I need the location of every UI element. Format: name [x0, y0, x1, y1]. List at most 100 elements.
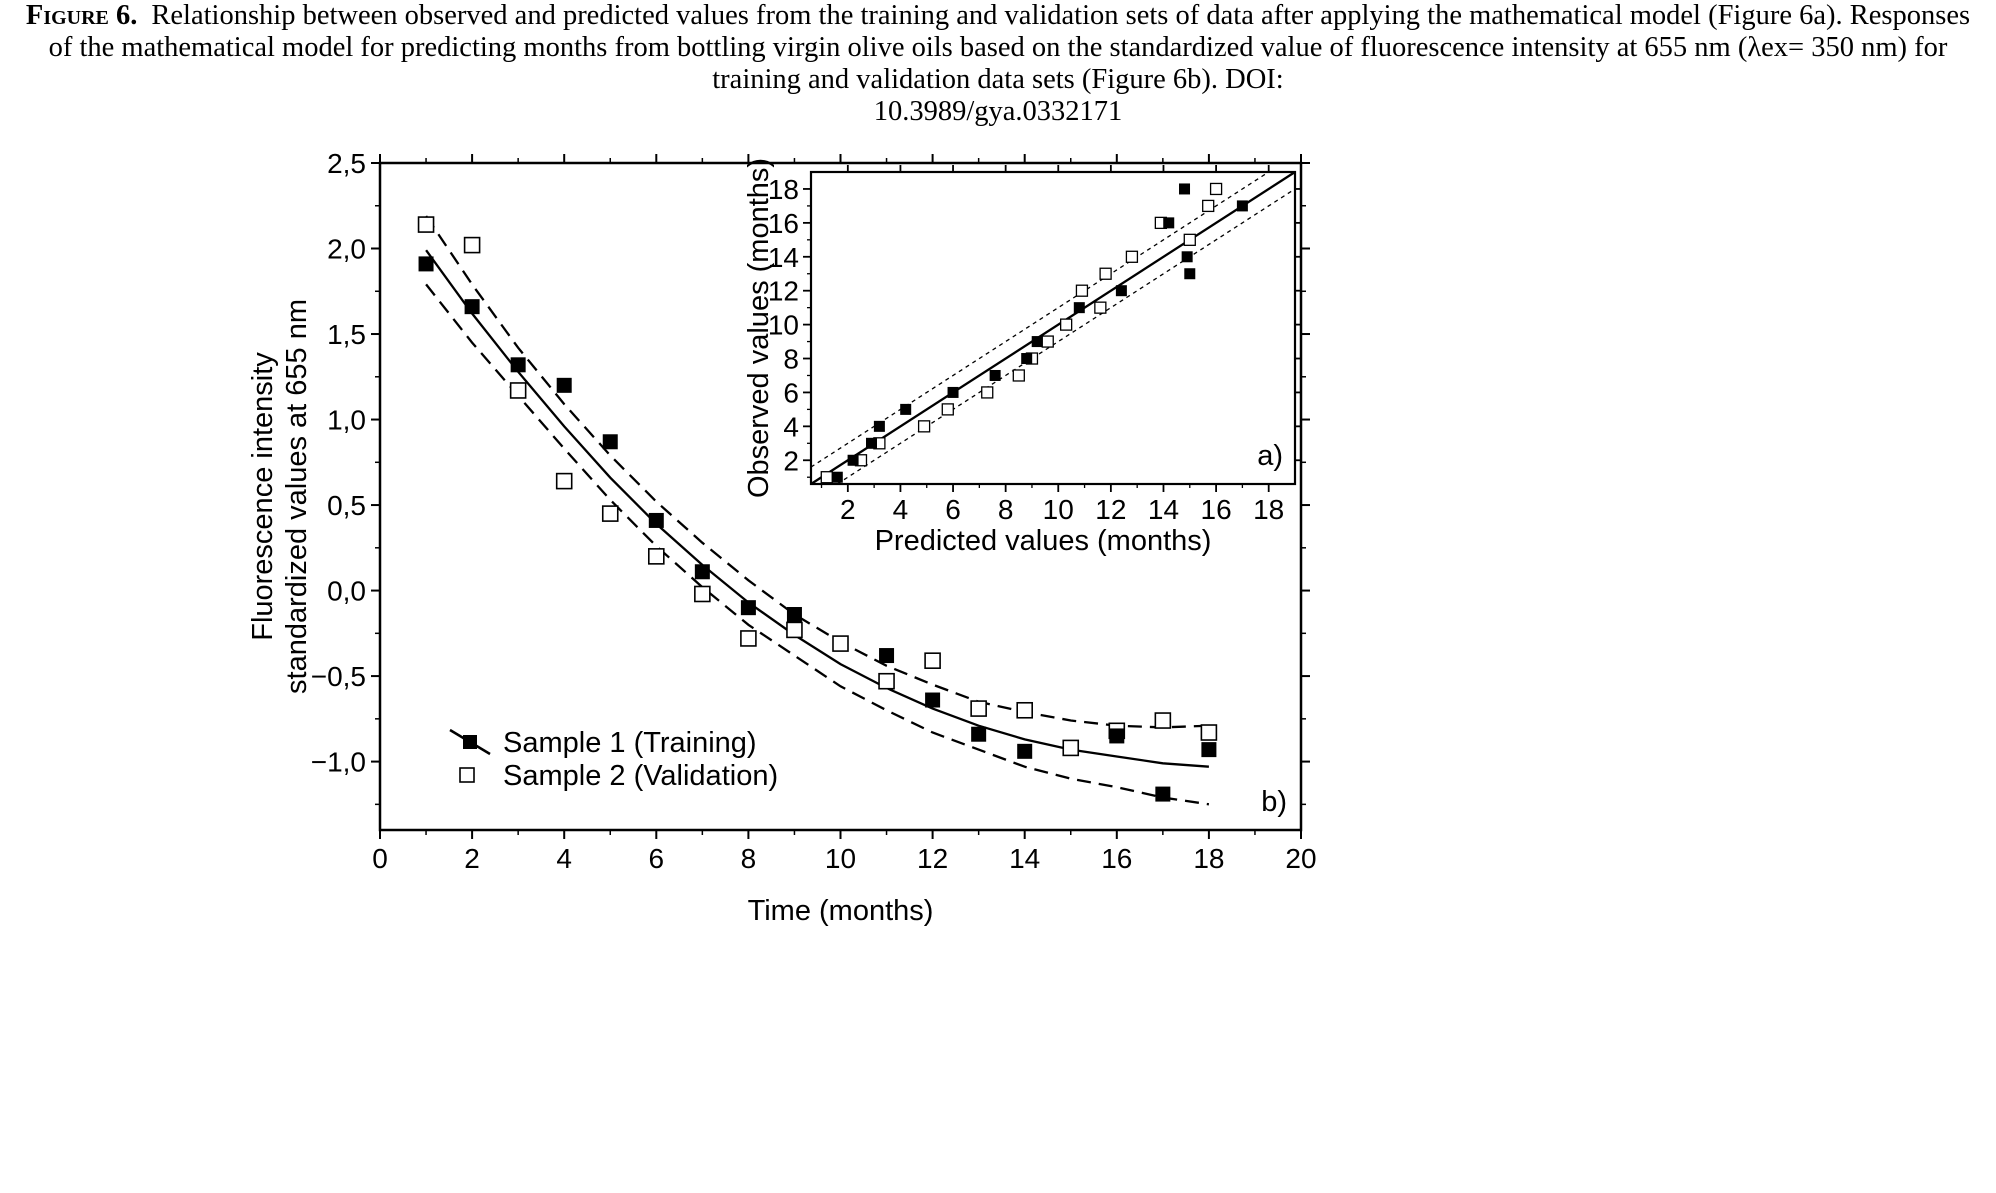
x-tick-label: 12	[917, 843, 948, 874]
x-tick-label: 16	[1101, 843, 1132, 874]
point-training	[1115, 285, 1127, 297]
point-training	[602, 434, 618, 450]
point-training	[989, 369, 1001, 381]
x-axis-label-b: Time (months)	[748, 895, 934, 927]
point-training	[418, 256, 434, 272]
point-validation	[970, 700, 987, 717]
fit-lines-a	[810, 171, 1296, 485]
point-training	[648, 512, 664, 528]
point-validation	[878, 672, 895, 690]
x-tick-label: 18	[1193, 843, 1224, 874]
point-validation	[601, 505, 619, 522]
point-training	[1184, 268, 1196, 280]
x-tick-label: 0	[372, 843, 388, 874]
point-training	[1163, 217, 1175, 229]
point-training	[873, 420, 885, 432]
point-validation	[981, 386, 994, 399]
x-tick-label: 20	[1285, 843, 1316, 874]
x-tick-label: 8	[998, 494, 1014, 525]
figure-caption: Figure 6. Relationship between observed a…	[20, 0, 1976, 128]
x-tick-label: 2	[464, 843, 480, 874]
point-validation	[740, 630, 757, 647]
point-validation	[1209, 182, 1223, 196]
legend-marker-validation	[459, 767, 475, 783]
point-validation	[1016, 701, 1034, 719]
point-training	[1031, 336, 1043, 348]
confidence-upper	[810, 171, 1270, 468]
chart-b: 0 2 4 6 8 10 12 14 16 18 20−1,0−0,50,00,51,01,52,0…	[247, 148, 1317, 927]
x-tick-label: 18	[1253, 494, 1284, 525]
data-points-b	[417, 216, 1218, 802]
point-validation	[694, 585, 711, 603]
point-training	[900, 403, 912, 415]
y-tick-label: 4	[783, 411, 799, 442]
point-validation	[1062, 739, 1080, 757]
point-validation	[417, 216, 435, 233]
point-validation	[1012, 369, 1025, 382]
point-training	[831, 471, 843, 483]
point-validation	[555, 472, 573, 490]
point-training	[1021, 353, 1033, 365]
point-validation	[1099, 267, 1112, 280]
y-tick-label: 1,5	[327, 319, 366, 350]
point-validation	[1202, 199, 1215, 213]
point-validation	[917, 420, 931, 433]
x-tick-label: 8	[741, 843, 757, 874]
point-validation	[1183, 233, 1196, 246]
figure-label: Figure 6.	[25, 0, 138, 31]
y-tick-label: 8	[783, 344, 799, 375]
point-training	[1236, 200, 1248, 212]
caption-text: Relationship between observed and predic…	[48, 0, 1971, 95]
point-validation	[1125, 250, 1139, 263]
point-training	[786, 607, 802, 623]
point-validation	[924, 652, 941, 669]
x-tick-label: 14	[1009, 843, 1040, 874]
y-axis-label-b-line2: standardized values at 655 nm	[281, 299, 313, 694]
point-training	[740, 600, 756, 616]
x-axis-label-a: Predicted values (months)	[875, 525, 1212, 557]
point-training	[556, 377, 572, 393]
fit-line	[810, 171, 1296, 485]
x-tick-label: 6	[945, 494, 961, 525]
point-validation	[832, 635, 849, 652]
legend-label-validation: Sample 2 (Validation)	[503, 760, 778, 792]
x-tick-label: 2	[840, 494, 856, 525]
panel-label-a: a)	[1257, 440, 1283, 472]
point-validation	[941, 403, 954, 416]
y-tick-label: 0,5	[327, 490, 366, 521]
point-training	[971, 726, 987, 742]
y-tick-label: 2	[783, 445, 799, 476]
x-tick-label: 4	[556, 843, 572, 874]
point-validation	[1154, 712, 1172, 729]
data-points-a	[820, 182, 1248, 484]
point-training	[1201, 742, 1217, 758]
x-tick-label: 4	[893, 494, 909, 525]
x-tick-label: 6	[649, 843, 665, 874]
y-tick-label: 0,0	[327, 576, 366, 607]
point-training	[847, 454, 859, 466]
point-training	[1109, 728, 1125, 744]
point-training	[510, 357, 526, 373]
point-training	[947, 386, 959, 398]
y-tick-label: 2,0	[327, 234, 366, 265]
point-validation	[1041, 335, 1054, 348]
x-tick-label: 12	[1095, 494, 1126, 525]
point-validation	[647, 548, 665, 565]
x-tick-label: 14	[1148, 494, 1179, 525]
y-tick-label: −0,5	[311, 661, 366, 692]
y-tick-label: 1,0	[327, 405, 366, 436]
y-tick-label: 10	[768, 310, 799, 341]
confidence-lower	[425, 283, 1210, 806]
point-validation	[1075, 284, 1089, 297]
point-validation	[509, 382, 527, 399]
panel-label-b: b)	[1261, 786, 1287, 818]
point-validation	[786, 621, 803, 639]
point-validation	[463, 236, 481, 254]
y-tick-label: 12	[768, 276, 799, 307]
point-validation	[1060, 318, 1073, 331]
y-tick-label: 16	[768, 208, 799, 239]
inset-background	[732, 168, 1298, 562]
